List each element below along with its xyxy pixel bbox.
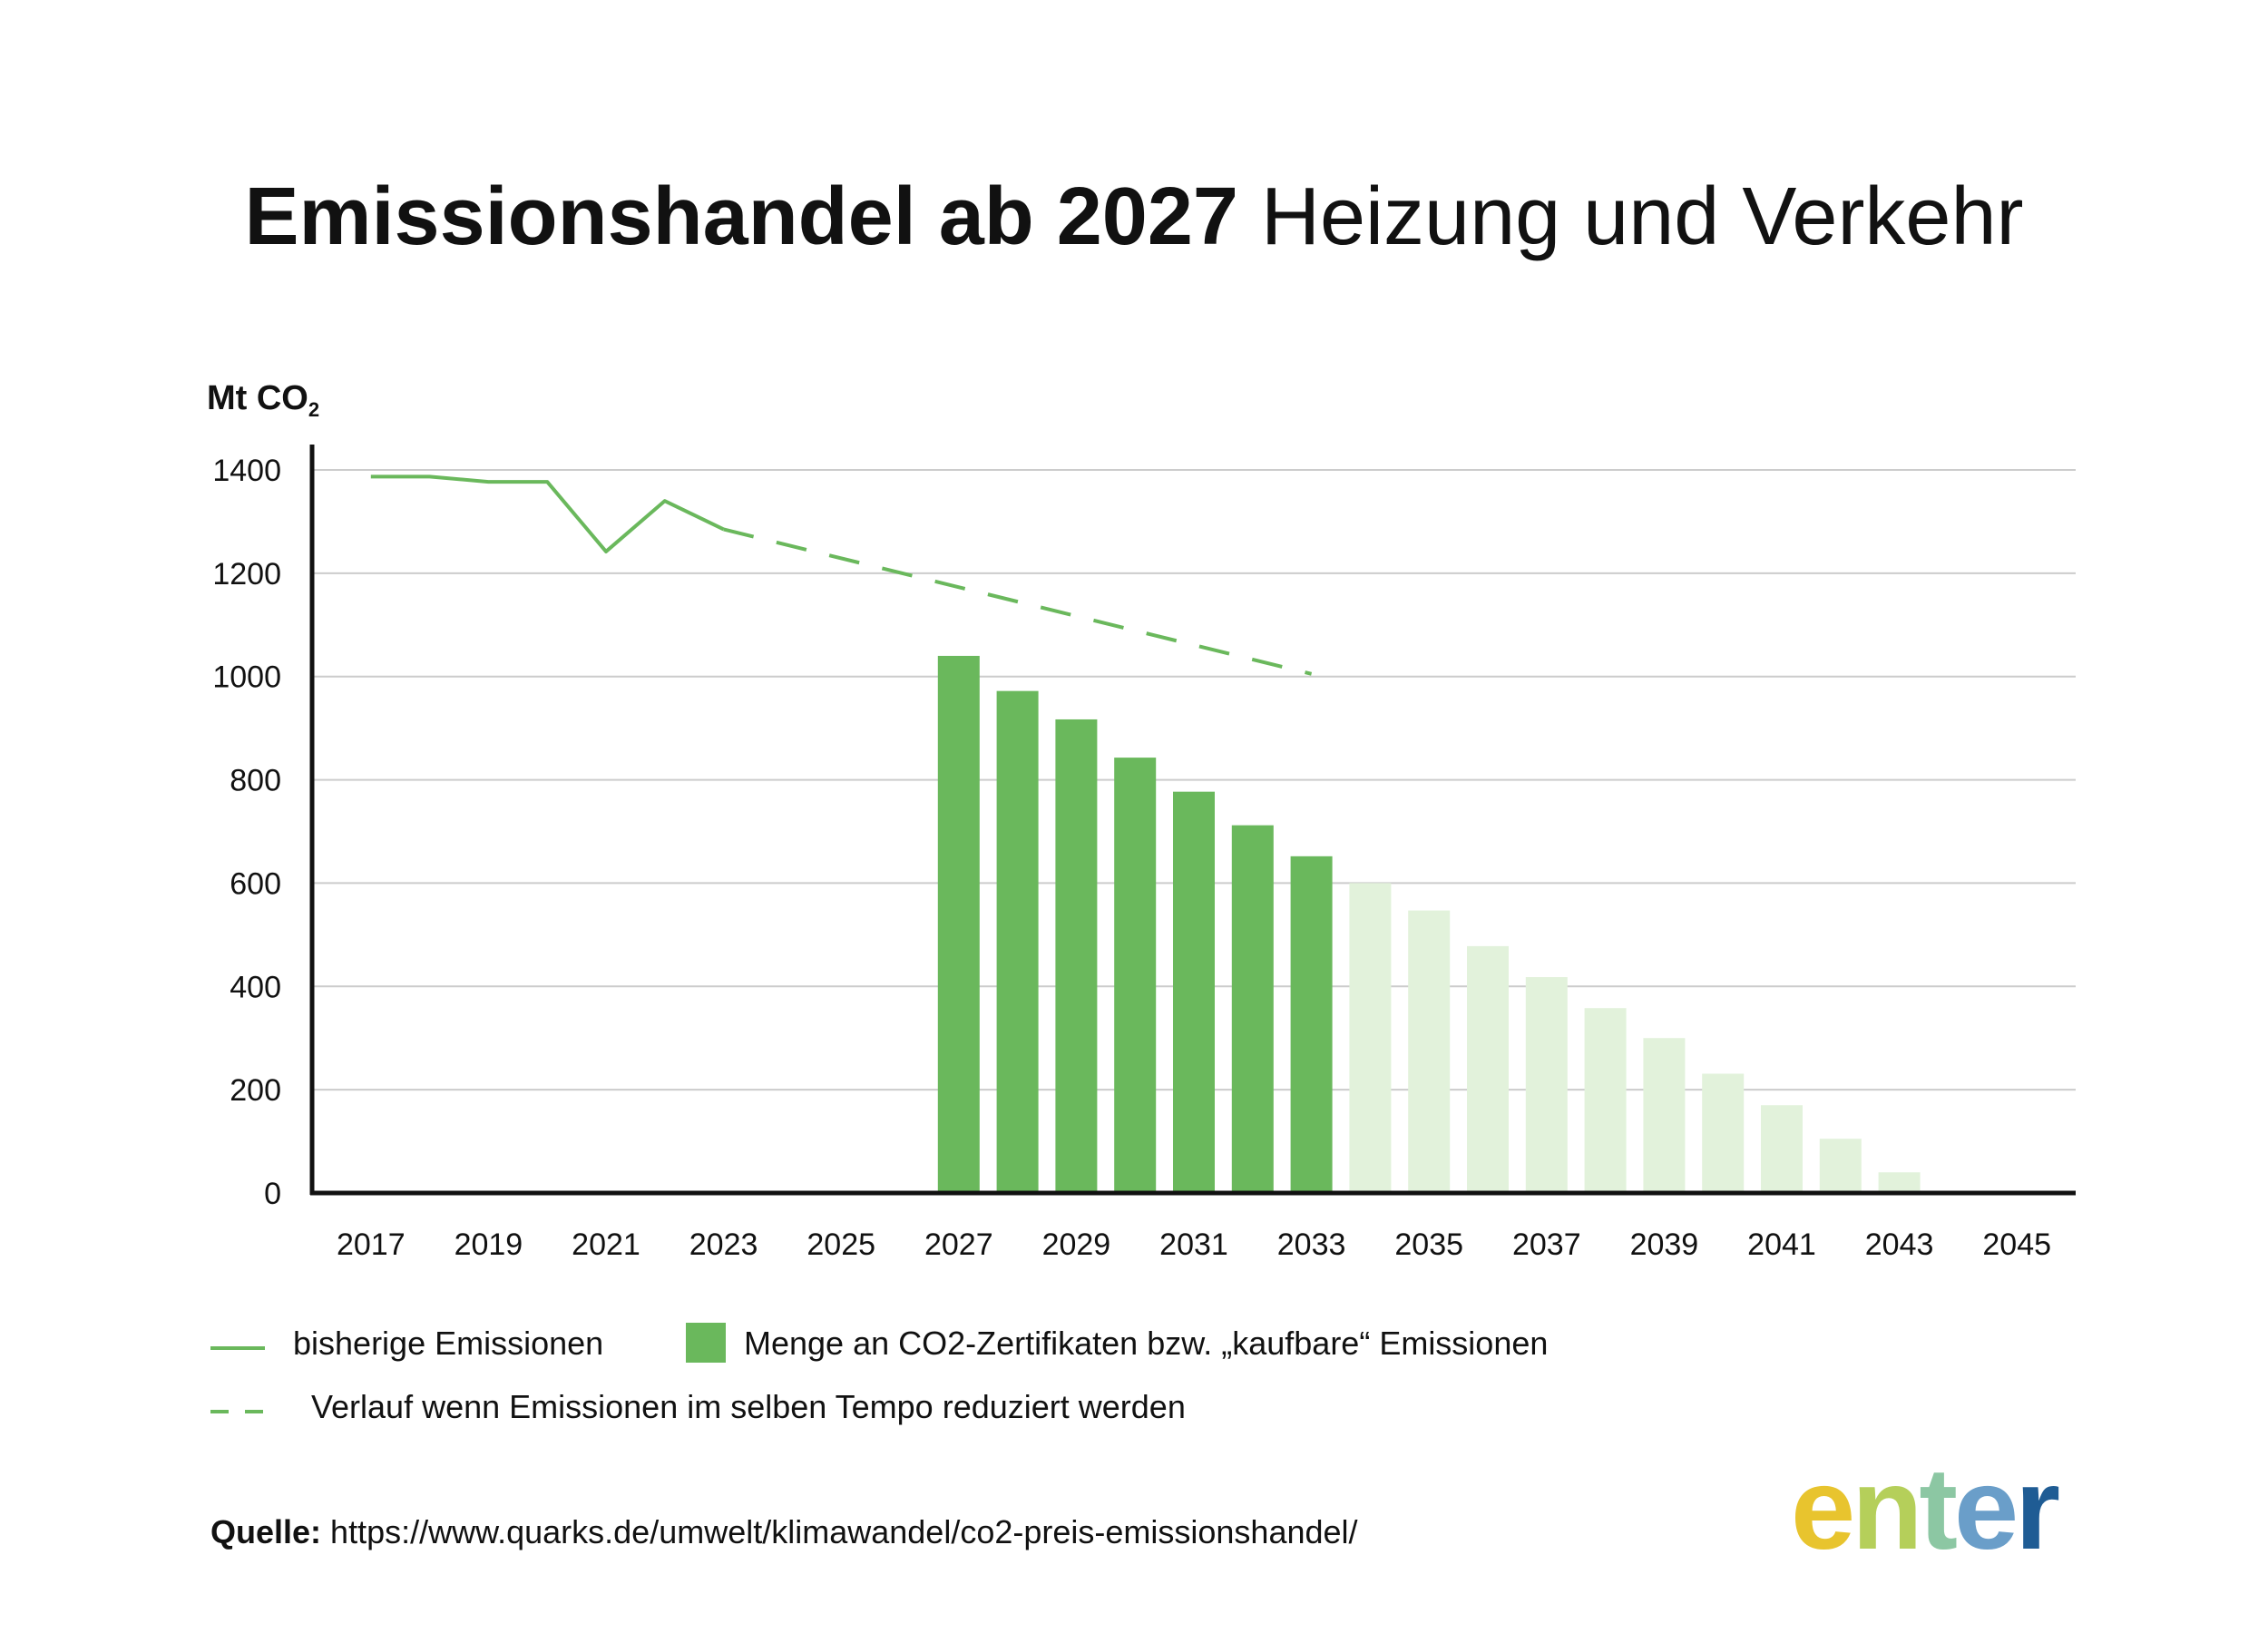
axes	[309, 445, 2076, 1196]
x-tick-label-2019: 2019	[455, 1227, 523, 1262]
bar-2030	[1114, 758, 1157, 1193]
source-url[interactable]: https://www.quarks.de/umwelt/klimawandel…	[330, 1513, 1358, 1550]
bar-2034	[1349, 883, 1392, 1193]
title-bold: Emissionshandel ab 2027	[244, 171, 1238, 262]
x-tick-labels: 2017 2019 2021 2023 2025 2027 2029 2031 2033 2035…	[337, 1227, 2051, 1262]
x-tick-label-2031: 2031	[1159, 1227, 1228, 1262]
y-tick-label-1000: 1000	[212, 660, 281, 695]
bar-2043	[1878, 1172, 1921, 1193]
legend-certificates-swatch-icon	[686, 1323, 726, 1363]
bar-2040	[1702, 1073, 1745, 1193]
x-tick-label-2017: 2017	[337, 1227, 406, 1262]
title-light: Heizung und Verkehr	[1260, 171, 2024, 262]
y-tick-labels: 0 200 400 600 800 1000 1200 1400	[212, 454, 281, 1211]
x-tick-label-2043: 2043	[1865, 1227, 1934, 1262]
logo-letter-4: r	[2015, 1444, 2060, 1574]
legend-trend-dash-icon-2	[245, 1410, 263, 1413]
bar-2027	[937, 655, 980, 1193]
y-tick-label-1200: 1200	[212, 557, 281, 592]
x-tick-label-2041: 2041	[1747, 1227, 1816, 1262]
y-tick-label-1400: 1400	[212, 454, 281, 488]
logo-letter-3: e	[1954, 1444, 2019, 1574]
bar-2039	[1643, 1038, 1686, 1193]
legend-historic-label: bisherige Emissionen	[293, 1325, 604, 1362]
x-tick-label-2021: 2021	[572, 1227, 640, 1262]
y-tick-label-600: 600	[230, 866, 281, 901]
y-axis-unit-main: Mt CO	[207, 379, 308, 417]
y-axis-unit: Mt CO2	[207, 379, 319, 422]
logo-letter-2: t	[1919, 1444, 1958, 1574]
source-note: Quelle: https://www.quarks.de/umwelt/kli…	[210, 1513, 1358, 1551]
legend-historic-line-icon	[210, 1346, 265, 1350]
bar-2033	[1290, 856, 1333, 1193]
x-tick-label-2023: 2023	[689, 1227, 758, 1262]
logo-letter-0: e	[1791, 1444, 1855, 1574]
x-tick-label-2033: 2033	[1277, 1227, 1346, 1262]
legend-trend-label: Verlauf wenn Emissionen im selben Tempo …	[311, 1388, 1186, 1425]
enter-logo: enter	[1791, 1444, 2060, 1574]
bar-2038	[1584, 1008, 1627, 1193]
bar-2035	[1408, 910, 1451, 1193]
y-axis-unit-sub: 2	[308, 398, 320, 421]
trend-dashed-line	[723, 527, 1313, 676]
bar-2041	[1761, 1105, 1803, 1193]
x-tick-label-2027: 2027	[924, 1227, 993, 1262]
bars	[937, 655, 1921, 1193]
legend-certificates-label: Menge an CO2-Zertifikaten bzw. „kaufbare…	[744, 1325, 1549, 1362]
y-tick-label-800: 800	[230, 764, 281, 798]
bar-2032	[1231, 825, 1274, 1193]
bar-2037	[1525, 977, 1568, 1193]
x-tick-label-2037: 2037	[1512, 1227, 1581, 1262]
y-tick-label-200: 200	[230, 1073, 281, 1108]
chart-title: Emissionshandel ab 2027 Heizung und Verk…	[0, 172, 2268, 262]
x-tick-label-2029: 2029	[1042, 1227, 1111, 1262]
x-tick-label-2035: 2035	[1394, 1227, 1463, 1262]
lines	[370, 474, 1313, 676]
x-tick-label-2045: 2045	[1982, 1227, 2051, 1262]
x-tick-label-2039: 2039	[1630, 1227, 1699, 1262]
x-tick-label-2025: 2025	[807, 1227, 875, 1262]
historic-emissions-line	[370, 474, 725, 553]
y-tick-label-0: 0	[264, 1177, 281, 1211]
legend-trend-dash-icon-1	[210, 1410, 229, 1413]
logo-letter-1: n	[1852, 1444, 1922, 1574]
source-label: Quelle:	[210, 1513, 322, 1550]
bar-2031	[1173, 791, 1215, 1193]
bar-2028	[996, 690, 1039, 1193]
y-tick-label-400: 400	[230, 970, 281, 1004]
bar-2036	[1467, 945, 1509, 1193]
bar-2029	[1055, 719, 1098, 1193]
bar-2042	[1819, 1139, 1862, 1193]
